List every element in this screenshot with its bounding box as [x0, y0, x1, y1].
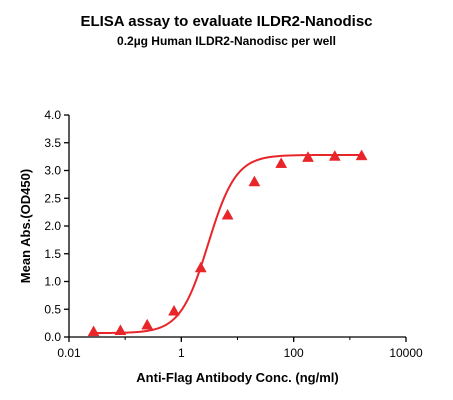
data-point	[168, 304, 180, 316]
data-point	[141, 318, 154, 330]
y-tick-label: 3.0	[44, 164, 61, 178]
x-axis-title: Anti-Flag Antibody Conc. (ng/ml)	[136, 370, 338, 385]
x-tick-label: 10000	[389, 346, 423, 360]
data-points	[87, 149, 368, 337]
data-point	[87, 325, 100, 337]
data-point	[275, 157, 288, 168]
y-axis-title: Mean Abs.(OD450)	[18, 169, 33, 283]
data-point	[302, 151, 314, 162]
chart-title: ELISA assay to evaluate ILDR2-Nanodisc	[80, 13, 373, 30]
data-point	[328, 150, 341, 161]
chart-subtitle: 0.2µg Human ILDR2-Nanodisc per well	[117, 34, 336, 48]
y-tick-label: 1.5	[44, 247, 61, 261]
x-tick-label: 1	[178, 346, 185, 360]
y-tick-label: 2.0	[44, 219, 61, 233]
x-tick-label: 100	[284, 346, 304, 360]
y-tick-label: 0.5	[44, 302, 61, 316]
data-point	[248, 175, 261, 187]
y-tick-label: 4.0	[44, 108, 61, 122]
fit-curve	[93, 153, 362, 335]
data-point	[114, 324, 127, 335]
y-tick-label: 0.0	[44, 330, 61, 344]
y-tick-label: 2.5	[44, 191, 61, 205]
x-tick-label: 0.01	[57, 346, 81, 360]
data-point	[194, 261, 207, 273]
x-axis-ticks: 0.01 1 100 10000	[57, 337, 423, 360]
axes	[68, 115, 406, 338]
y-tick-label: 3.5	[44, 136, 61, 150]
y-axis-ticks: 0.0 0.5 1.0 1.5 2.0 2.5 3.0 3.5 4.0	[44, 108, 69, 344]
data-point	[221, 208, 234, 220]
data-point	[355, 149, 368, 161]
y-tick-label: 1.0	[44, 275, 61, 289]
